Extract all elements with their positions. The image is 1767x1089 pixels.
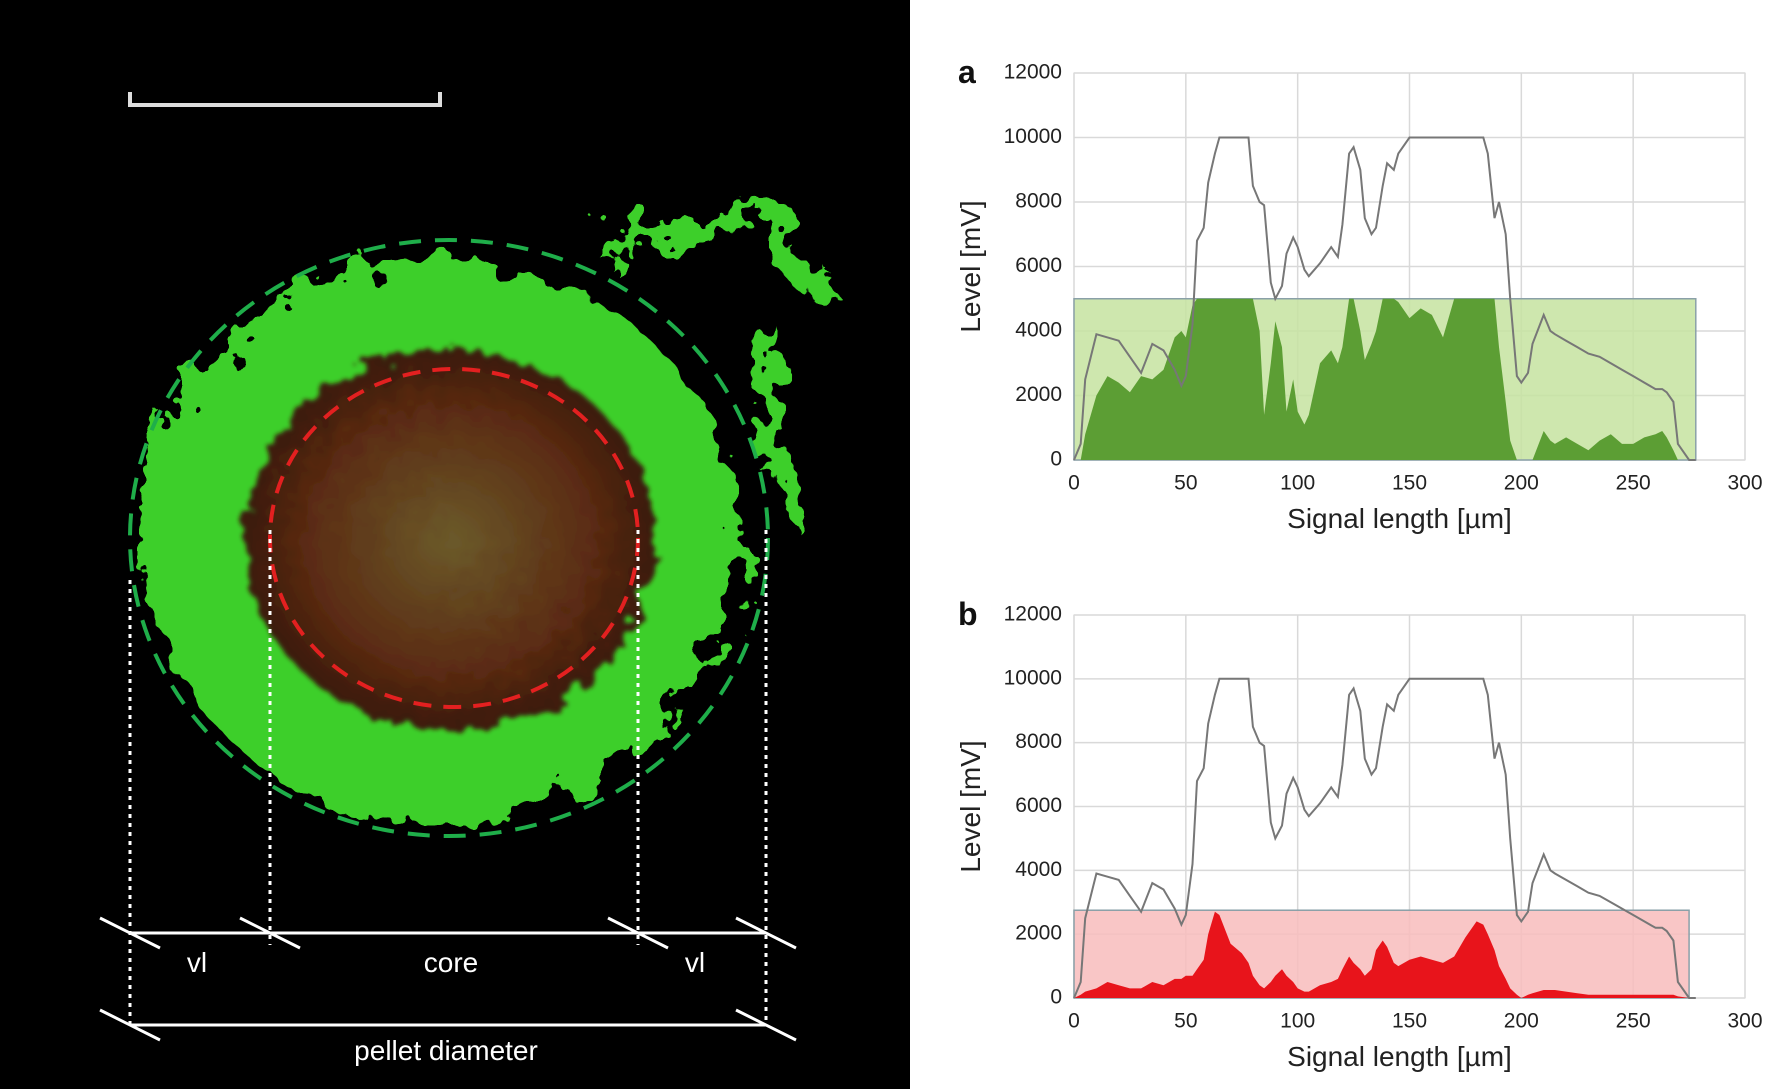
line (1073, 136, 1696, 461)
y-tick-label: 6000 (1015, 254, 1062, 277)
scale-bar (128, 92, 442, 107)
y-tick-label: 2000 (1015, 922, 1062, 945)
x-tick-label: 150 (1392, 1010, 1427, 1033)
panel-label: b (958, 596, 978, 632)
y-tick-label: 2000 (1015, 383, 1062, 406)
panel-label: a (958, 54, 976, 90)
area (1074, 911, 1696, 998)
y-tick-label: 12000 (1004, 61, 1062, 84)
x-tick-label: 0 (1068, 1010, 1080, 1033)
y-axis-title: Level [mV] (955, 200, 986, 332)
x-tick-label: 300 (1727, 1010, 1762, 1033)
y-tick-label: 0 (1050, 448, 1062, 471)
y-tick-label: 12000 (1004, 603, 1062, 626)
y-tick-label: 4000 (1015, 858, 1062, 881)
x-tick-label: 50 (1174, 472, 1197, 495)
x-tick-label: 200 (1504, 1010, 1539, 1033)
region-label: core (424, 947, 478, 978)
dimension-lines (99, 530, 797, 1042)
core-circle (268, 367, 640, 709)
line (1073, 677, 1696, 999)
x-tick-label: 250 (1616, 1010, 1651, 1033)
y-tick-label: 6000 (1015, 794, 1062, 817)
x-tick-label: 150 (1392, 472, 1427, 495)
y-tick-label: 0 (1050, 986, 1062, 1009)
y-tick-label: 8000 (1015, 730, 1062, 753)
x-axis-title: Signal length [µm] (1287, 1041, 1512, 1072)
core (245, 350, 655, 730)
diameter-label: pellet diameter (354, 1035, 538, 1066)
y-tick-label: 4000 (1015, 319, 1062, 342)
x-tick-label: 250 (1616, 472, 1651, 495)
region-label: vl (685, 947, 705, 978)
x-tick-label: 100 (1280, 1010, 1315, 1033)
x-axis-title: Signal length [µm] (1287, 503, 1512, 534)
y-axis-title: Level [mV] (955, 740, 986, 872)
y-tick-label: 10000 (1004, 666, 1062, 689)
y-tick-label: 8000 (1015, 190, 1062, 213)
x-tick-label: 300 (1727, 472, 1762, 495)
x-tick-label: 200 (1504, 472, 1539, 495)
region-label: vl (187, 947, 207, 978)
area (1074, 298, 1696, 460)
y-tick-label: 10000 (1004, 125, 1062, 148)
x-tick-label: 0 (1068, 472, 1080, 495)
x-tick-label: 50 (1174, 1010, 1197, 1033)
x-tick-label: 100 (1280, 472, 1315, 495)
micrograph: vl core vl pellet diameter (0, 0, 910, 1089)
outer-circle (128, 238, 770, 838)
